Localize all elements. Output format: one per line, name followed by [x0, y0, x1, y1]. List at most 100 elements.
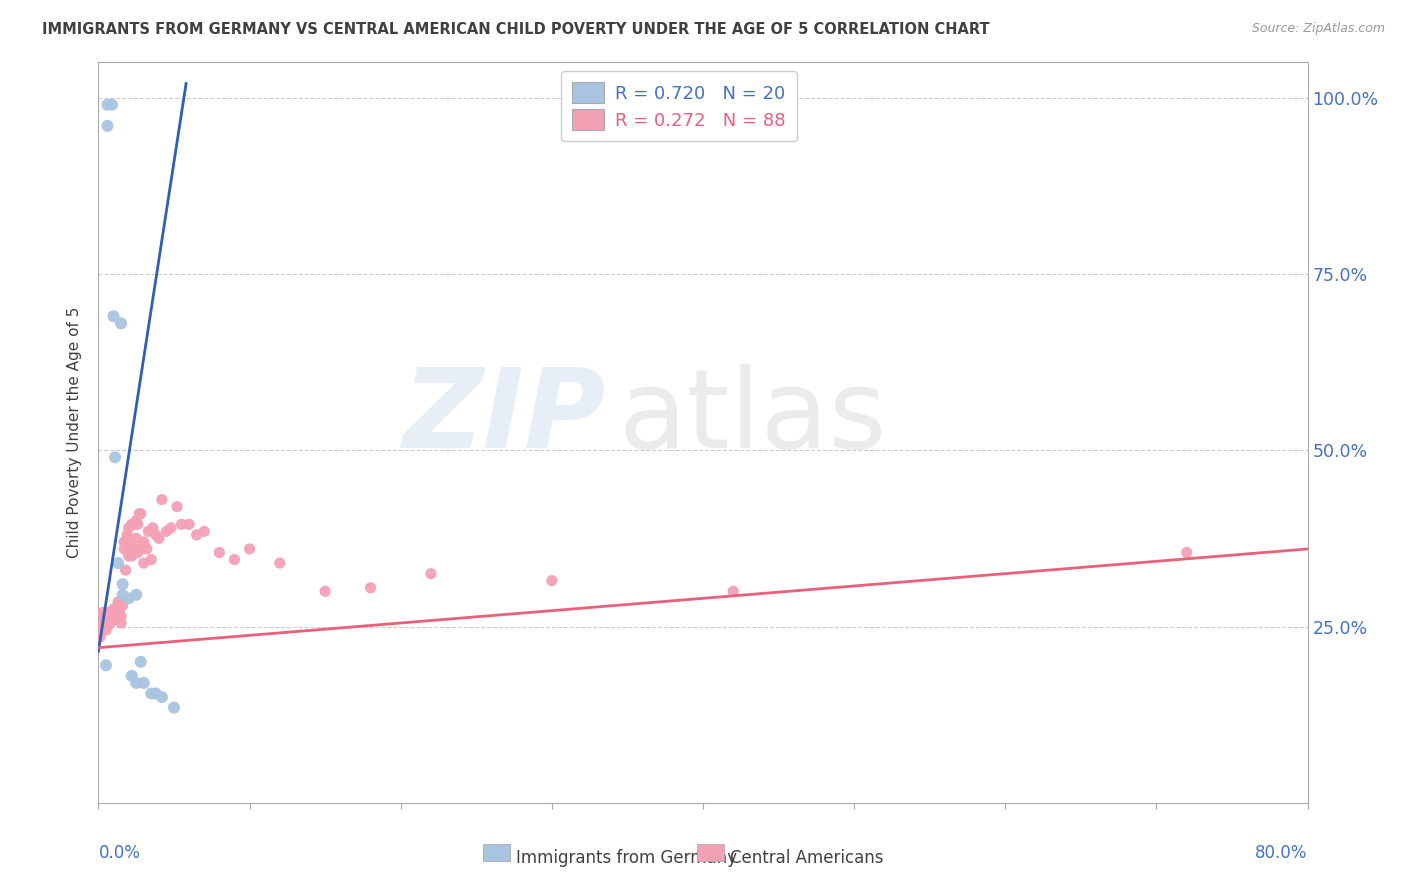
Point [108, 602, 131, 616]
Point [107, 595, 129, 609]
Point [103, 609, 125, 624]
FancyBboxPatch shape [482, 844, 509, 861]
Point [179, 517, 201, 532]
Point [148, 532, 170, 546]
Point [128, 507, 150, 521]
Text: Central Americans: Central Americans [730, 849, 883, 867]
Text: Immigrants from Germany: Immigrants from Germany [516, 849, 737, 867]
Point [104, 450, 127, 465]
Point [132, 535, 155, 549]
Point [111, 588, 134, 602]
Point [115, 532, 138, 546]
Point [122, 517, 145, 532]
Point [94, 612, 117, 626]
Point [135, 541, 157, 556]
Point [141, 552, 163, 566]
Point [121, 669, 143, 683]
Point [112, 541, 135, 556]
Point [1175, 545, 1198, 559]
Text: Source: ZipAtlas.com: Source: ZipAtlas.com [1251, 22, 1385, 36]
Point [110, 609, 132, 624]
Point [118, 521, 141, 535]
Point [186, 528, 208, 542]
Point [269, 556, 291, 570]
Point [105, 602, 128, 616]
Point [89, 630, 111, 644]
Point [104, 602, 127, 616]
Point [170, 517, 193, 532]
Text: 0.0%: 0.0% [98, 844, 141, 862]
Point [96, 619, 118, 633]
Point [104, 606, 127, 620]
Point [98, 609, 121, 624]
Point [114, 563, 136, 577]
Point [101, 97, 124, 112]
Point [110, 615, 132, 630]
Point [120, 545, 142, 559]
FancyBboxPatch shape [697, 844, 724, 861]
Point [118, 549, 141, 563]
Text: ZIP: ZIP [402, 364, 606, 471]
Point [142, 521, 165, 535]
Point [103, 602, 125, 616]
Point [101, 606, 124, 620]
Point [160, 521, 183, 535]
Point [115, 528, 138, 542]
Point [91, 619, 114, 633]
Point [108, 599, 131, 613]
Point [94, 658, 117, 673]
Point [132, 676, 155, 690]
Point [540, 574, 562, 588]
Point [111, 599, 134, 613]
Y-axis label: Child Poverty Under the Age of 5: Child Poverty Under the Age of 5 [67, 307, 83, 558]
Point [103, 310, 125, 324]
Point [136, 524, 159, 539]
Point [125, 532, 148, 546]
Point [91, 606, 114, 620]
Point [314, 584, 336, 599]
Point [125, 588, 148, 602]
Point [96, 119, 118, 133]
Text: atlas: atlas [619, 364, 887, 471]
Point [94, 623, 117, 637]
Point [723, 584, 745, 599]
Point [98, 606, 121, 620]
Point [239, 541, 262, 556]
Point [118, 591, 141, 606]
Point [111, 595, 134, 609]
Point [93, 619, 115, 633]
Point [114, 535, 136, 549]
Point [100, 609, 122, 624]
Point [105, 609, 128, 624]
Point [107, 599, 129, 613]
Point [98, 615, 121, 630]
Point [124, 541, 146, 556]
Text: 80.0%: 80.0% [1256, 844, 1308, 862]
Point [96, 609, 118, 624]
Point [125, 514, 148, 528]
Point [94, 615, 117, 630]
Point [208, 545, 231, 559]
Point [110, 599, 132, 613]
Point [100, 615, 122, 630]
Point [121, 549, 143, 563]
Point [129, 655, 152, 669]
Point [96, 97, 118, 112]
Point [121, 517, 143, 532]
Point [360, 581, 382, 595]
Point [90, 619, 112, 633]
Point [129, 541, 152, 556]
Point [141, 686, 163, 700]
Point [224, 552, 246, 566]
Point [193, 524, 215, 539]
Point [127, 545, 149, 559]
Text: IMMIGRANTS FROM GERMANY VS CENTRAL AMERICAN CHILD POVERTY UNDER THE AGE OF 5 COR: IMMIGRANTS FROM GERMANY VS CENTRAL AMERI… [42, 22, 990, 37]
Point [125, 676, 148, 690]
Point [103, 606, 125, 620]
Point [163, 700, 186, 714]
Legend: R = 0.720   N = 20, R = 0.272   N = 88: R = 0.720 N = 20, R = 0.272 N = 88 [561, 71, 797, 141]
Point [420, 566, 443, 581]
Point [122, 541, 145, 556]
Point [107, 556, 129, 570]
Point [155, 524, 177, 539]
